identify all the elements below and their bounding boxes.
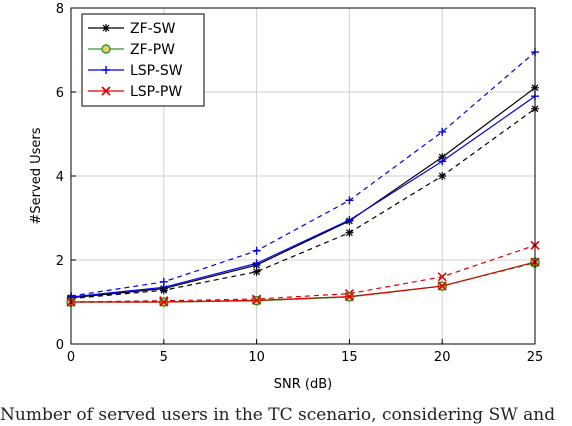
y-tick-label: 4 <box>56 170 64 185</box>
legend-item: ZF-PW <box>88 42 175 58</box>
data-point-x <box>437 272 447 282</box>
data-point-star <box>252 267 261 276</box>
legend-item: LSP-PW <box>88 84 182 100</box>
data-point-star <box>345 228 354 237</box>
y-tick-label: 8 <box>56 2 64 17</box>
series-line <box>71 261 536 303</box>
series-line <box>70 51 536 297</box>
series-line <box>70 87 536 299</box>
x-tick-label: 15 <box>341 350 358 365</box>
data-point-plus <box>252 246 261 255</box>
series-line <box>70 244 536 303</box>
legend-item: ZF-SW <box>88 21 176 37</box>
data-point-x <box>159 297 169 307</box>
data-point-star <box>438 153 447 162</box>
data-point-x <box>344 291 354 302</box>
data-point-x <box>437 281 447 291</box>
y-axis-label: #Served Users <box>29 127 44 224</box>
y-tick-label: 6 <box>56 86 64 101</box>
data-point-star <box>102 24 110 32</box>
legend-label: ZF-SW <box>130 21 176 37</box>
legend: ZF-SW ZF-PW LSP-SW LSP-PW <box>81 13 205 107</box>
legend-label: ZF-PW <box>130 42 175 58</box>
data-point-plus <box>438 127 447 136</box>
x-tick-label: 10 <box>248 350 265 365</box>
data-point-circle <box>101 44 111 54</box>
series-line <box>71 261 536 303</box>
y-tick-label: 2 <box>56 254 64 269</box>
series-line <box>70 108 536 300</box>
data-point-plus <box>252 259 261 268</box>
x-tick-label: 25 <box>527 350 544 365</box>
x-tick-label: 20 <box>434 350 451 365</box>
data-point-x <box>252 295 262 305</box>
data-point-star <box>438 172 447 180</box>
x-axis-label: SNR (dB) <box>274 377 332 392</box>
legend-label: LSP-SW <box>130 63 183 79</box>
legend-item: LSP-SW <box>88 63 183 79</box>
data-point-plus <box>345 216 354 225</box>
data-point-plus <box>438 157 447 166</box>
line-chart: 0 5 10 15 20 25 0 2 4 6 8 SNR (dB) #Served Users Z… <box>29 2 544 392</box>
series-7 <box>66 240 540 307</box>
data-point-plus <box>102 66 110 74</box>
series-3 <box>66 257 540 307</box>
legend-label: LSP-PW <box>130 84 182 100</box>
series-2 <box>67 92 539 301</box>
series-4 <box>67 104 539 303</box>
x-tick-label: 5 <box>160 350 168 365</box>
series-line <box>70 95 536 298</box>
axis-ticks: 0 5 10 15 20 25 0 2 4 6 8 <box>56 2 544 365</box>
y-tick-label: 0 <box>56 338 64 353</box>
series-0 <box>67 83 539 302</box>
data-point-plus <box>159 283 168 292</box>
data-point-plus <box>345 196 354 205</box>
figure-caption: Number of served users in the TC scenari… <box>0 405 556 425</box>
x-tick-label: 0 <box>67 350 75 365</box>
data-point-x <box>101 86 111 96</box>
